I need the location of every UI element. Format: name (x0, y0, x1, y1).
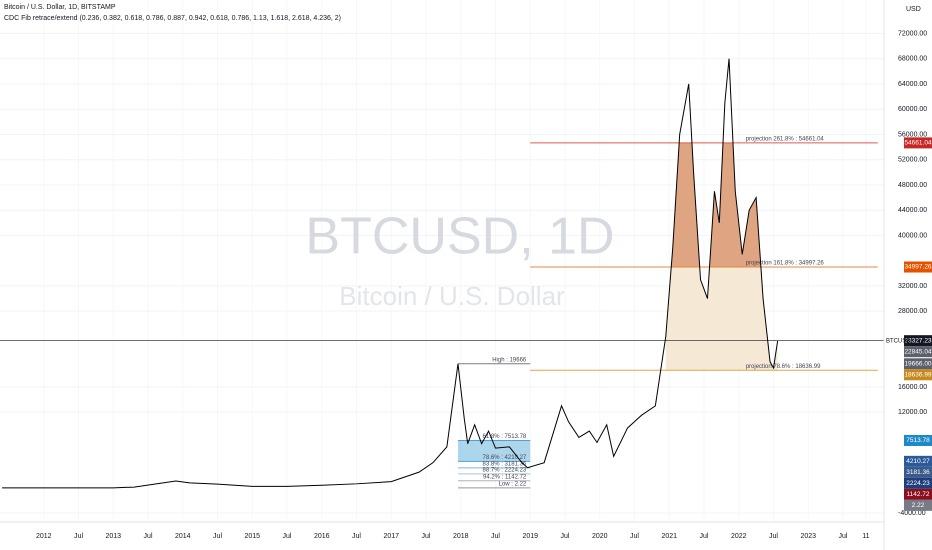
y-axis-label: USD (906, 6, 921, 13)
fib-zone (665, 267, 778, 371)
price-label-box (904, 137, 932, 149)
y-tick-label: 12000.00 (898, 409, 927, 416)
x-tick-label: 11 (862, 533, 869, 540)
x-tick-label: Jul (700, 533, 709, 540)
x-tick-label: Jul (839, 533, 848, 540)
price-label-box (904, 455, 932, 467)
price-label: 7513.78 (906, 437, 930, 444)
price-label: 2224.23 (906, 480, 930, 487)
x-tick-label: Jul (74, 533, 83, 540)
x-tick-label: 2014 (175, 533, 191, 540)
x-tick-label: Jul (352, 533, 361, 540)
axes: 72000.00 68000.00 64000.00 60000.00 56000.00… (36, 30, 932, 540)
price-line (2, 58, 779, 489)
price-label-box (904, 477, 932, 489)
price-label: 54661.04 (904, 140, 931, 147)
fib-retrace-label: 78.6% : 4210.27 (483, 455, 527, 461)
x-tick-label: Jul (422, 533, 431, 540)
price-label: 3181.36 (906, 469, 930, 476)
price-label: 19666.00 (904, 361, 931, 368)
fib-retrace-label: High : 19666 (492, 357, 527, 363)
price-label-box (904, 466, 932, 478)
x-tick-label: 2022 (731, 533, 747, 540)
y-tick-label: 56000.00 (898, 131, 927, 138)
y-tick-label: 40000.00 (898, 232, 927, 239)
price-label: 4210.27 (906, 458, 930, 465)
y-tick-label: 52000.00 (898, 157, 927, 164)
price-label-box (904, 335, 932, 347)
y-tick-label: 28000.00 (898, 308, 927, 315)
x-tick-label: Jul (283, 533, 292, 540)
y-tick-label: 68000.00 (898, 56, 927, 63)
watermark-subtitle: Bitcoin / U.S. Dollar (339, 281, 565, 311)
price-label: 22845.04 (904, 348, 931, 355)
y-tick-label: 64000.00 (898, 81, 927, 88)
price-label-box (904, 499, 932, 511)
price-label: 2.22 (912, 502, 925, 509)
y-tick-label: 72000.00 (898, 30, 927, 37)
price-label-box (904, 346, 932, 358)
x-tick-label: Jul (213, 533, 222, 540)
y-tick-label: 32000.00 (898, 283, 927, 290)
fib-retrace-label: Low : 2.22 (499, 481, 527, 487)
price-label: 34997.26 (904, 264, 931, 271)
x-tick-label: Jul (144, 533, 153, 540)
x-tick-label: 2021 (661, 533, 677, 540)
x-tick-label: 2018 (453, 533, 469, 540)
x-tick-label: Jul (630, 533, 639, 540)
price-label-name: BTCUSD (886, 338, 911, 344)
x-tick-label: Jul (561, 533, 570, 540)
price-label-box (904, 488, 932, 500)
price-label: 23327.23 (904, 337, 931, 344)
price-label: 1142.72 (906, 491, 929, 498)
watermark: BTCUSD, 1D (305, 208, 614, 266)
x-tick-label: 2020 (592, 533, 608, 540)
chart-title: Bitcoin / U.S. Dollar, 1D, BITSTAMP (4, 4, 116, 11)
x-tick-label: 2019 (522, 533, 538, 540)
x-tick-label: 2023 (800, 533, 816, 540)
fib-retrace-label: 88.7% : 2224.23 (483, 467, 527, 473)
x-tick-label: Jul (491, 533, 500, 540)
indicator-label: CDC Fib retrace/extend (0.236, 0.382, 0.… (4, 15, 341, 22)
fib-retrace-label: 94.2% : 1142.72 (483, 474, 527, 480)
y-tick-label: 44000.00 (898, 207, 927, 214)
x-tick-label: 2017 (383, 533, 399, 540)
price-label: 18636.99 (904, 372, 931, 379)
y-tick-label: 48000.00 (898, 182, 927, 189)
x-tick-label: 2016 (314, 533, 330, 540)
x-tick-label: Jul (769, 533, 778, 540)
fib-projection-label: projection 261.8% : 54661.04 (746, 136, 825, 142)
fib-projection-label: projection 161.8% : 34997.26 (746, 261, 825, 267)
x-tick-label: 2015 (244, 533, 260, 540)
y-tick-label: 60000.00 (898, 106, 927, 113)
price-label-box (904, 358, 932, 370)
y-tick-label: -4000.00 (898, 510, 926, 517)
fib-projection-label: projection 78.6% : 18636.99 (746, 364, 821, 370)
price-label-box (904, 369, 932, 381)
x-tick-label: 2012 (36, 533, 52, 540)
y-tick-label: 16000.00 (898, 384, 927, 391)
price-label-box (904, 261, 932, 273)
fib-retrace-zone (457, 440, 531, 462)
x-tick-label: 2013 (105, 533, 121, 540)
price-label-box (904, 434, 932, 446)
fib-retrace-label: 83.8% : 3181.36 (483, 461, 527, 467)
fib-retrace-label: 61.8% : 7513.78 (483, 434, 527, 440)
